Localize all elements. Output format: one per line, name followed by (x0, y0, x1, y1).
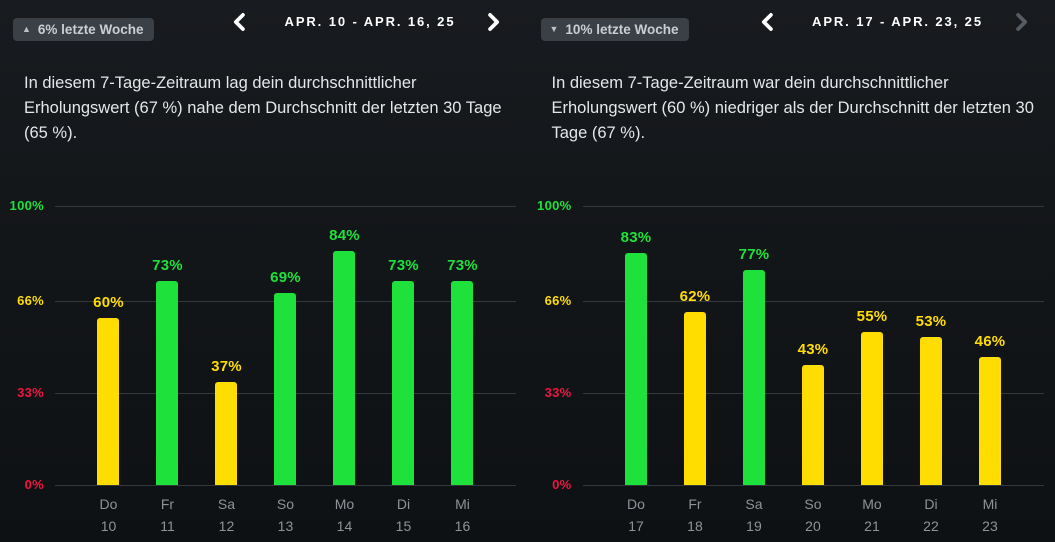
trend-badge-label: 10% letzte Woche (565, 22, 679, 37)
bar-value-label: 53% (915, 313, 947, 331)
y-axis-label-33: 33% (544, 384, 572, 400)
bar-So-13[interactable]: 69% So 13 (256, 206, 315, 535)
bar-fill (97, 317, 120, 485)
trend-down-icon: ▼ (549, 24, 559, 34)
bar-value-label: 73% (152, 257, 183, 275)
x-axis-label-Sa-12: Sa 12 (217, 496, 236, 534)
bar-Do-17[interactable]: 83% Do 17 (607, 206, 666, 534)
bar-value-label: 73% (388, 257, 419, 275)
trend-badge: ▼ 10% letzte Woche (540, 18, 690, 41)
week-panel-apr17-23: ▼ 10% letzte Woche APR. 17 - APR. 23, 25… (528, 0, 1055, 542)
bar-value-label: 60% (93, 293, 124, 311)
bar-fill (215, 381, 238, 485)
chevron-left-icon (233, 13, 245, 31)
trend-up-icon: ▲ (22, 24, 31, 34)
bar-fill (860, 331, 883, 485)
gridline-66 (582, 300, 1044, 302)
y-axis-label-66: 66% (544, 292, 572, 308)
chevron-right-icon (1015, 13, 1027, 31)
bar-fill (742, 270, 765, 485)
bar-So-20[interactable]: 43% So 20 (783, 206, 842, 534)
bar-value-label: 55% (856, 307, 888, 325)
x-axis-label-Di-15: Di 15 (395, 496, 412, 534)
bar-fill (801, 365, 824, 485)
next-week-button (1009, 8, 1037, 36)
x-axis-label-Fr-18: Fr 18 (687, 496, 703, 534)
bar-value-label: 73% (447, 257, 478, 275)
gridline-100 (582, 206, 1044, 207)
recovery-bar-chart-week2: 100% 66% 33% 0% 83% Do 17 62% Fr 18 77% Sa 19 43% So 20… (537, 198, 1044, 534)
x-axis-label-Di-22: Di 22 (923, 496, 939, 534)
recovery-summary-text: In diesem 7-Tage-Zeitraum war dein durch… (551, 74, 1034, 142)
bar-Sa-12[interactable]: 37% Sa 12 (197, 206, 256, 534)
y-axis-label-100: 100% (9, 198, 44, 213)
bar-Fr-11[interactable]: 73% Fr 11 (138, 206, 197, 534)
trend-badge: ▲ 6% letzte Woche (13, 18, 155, 41)
bar-value-label: 62% (679, 288, 711, 306)
x-axis-label-Do-17: Do 17 (627, 496, 645, 534)
bar-Do-10[interactable]: 60% Do 10 (79, 206, 138, 534)
bar-fill (156, 281, 179, 485)
bar-Mi-16[interactable]: 73% Mi 16 (433, 206, 492, 534)
y-axis-label-100: 100% (537, 198, 572, 213)
date-range-label: APR. 17 - APR. 23, 25 (812, 14, 983, 29)
x-axis-label-Fr-11: Fr 11 (160, 496, 175, 534)
prev-week-button[interactable] (228, 8, 256, 36)
x-axis-label-So-20: So 20 (804, 496, 822, 534)
bar-value-label: 77% (738, 246, 770, 264)
y-axis-label-0: 0% (552, 477, 572, 492)
bar-fill (274, 292, 297, 485)
date-range-label: APR. 10 - APR. 16, 25 (284, 14, 456, 29)
bar-value-label: 46% (974, 332, 1006, 350)
x-axis-label-Sa-19: Sa 19 (745, 496, 763, 534)
bar-Mo-21[interactable]: 55% Mo 21 (842, 206, 901, 534)
bars-area: 60% Do 10 73% Fr 11 37% Sa 12 69% So 13 84% Mo 14 73% Di… (79, 206, 492, 535)
chevron-right-icon (488, 13, 500, 31)
week-panel-apr10-16: ▲ 6% letzte Woche APR. 10 - APR. 16, 25 … (9, 8, 516, 535)
recovery-summary-text: In diesem 7-Tage-Zeitraum lag dein durch… (24, 74, 502, 142)
gridline-0 (55, 485, 516, 486)
x-axis-label-So-13: So 13 (276, 496, 295, 534)
bar-Fr-18[interactable]: 62% Fr 18 (665, 206, 724, 534)
trend-badge-label: 6% letzte Woche (37, 22, 144, 37)
bar-fill (624, 253, 647, 485)
x-axis-label-Mo-21: Mo 21 (862, 496, 882, 534)
bar-Sa-19[interactable]: 77% Sa 19 (724, 206, 783, 534)
gridline-100 (55, 206, 516, 207)
bar-fill (451, 281, 474, 485)
x-axis-label-Do-10: Do 10 (99, 496, 118, 534)
x-axis-label-Mi-23: Mi 23 (982, 496, 998, 534)
prev-week-button[interactable] (756, 8, 784, 36)
y-axis-label-0: 0% (24, 477, 44, 492)
bar-value-label: 84% (329, 226, 360, 244)
bars-area: 83% Do 17 62% Fr 18 77% Sa 19 43% So 20 55% Mo 21 53% Di… (607, 206, 1020, 534)
bar-Mo-14[interactable]: 84% Mo 14 (315, 206, 374, 534)
chevron-left-icon (761, 13, 773, 31)
bar-Di-22[interactable]: 53% Di 22 (901, 206, 960, 534)
y-axis-label-66: 66% (17, 292, 44, 308)
bar-Di-15[interactable]: 73% Di 15 (374, 206, 433, 534)
x-axis-label-Mo-14: Mo 14 (334, 496, 355, 534)
bar-value-label: 37% (211, 357, 242, 375)
recovery-bar-chart-week1: 100% 66% 33% 0% 60% Do 10 73% Fr 11 37% Sa 12 69% So 13… (10, 198, 516, 535)
bar-fill (392, 281, 415, 485)
bar-fill (919, 337, 942, 485)
bar-fill (683, 312, 706, 485)
bar-value-label: 69% (270, 268, 301, 286)
bar-value-label: 83% (620, 229, 652, 247)
bar-value-label: 43% (797, 341, 829, 359)
next-week-button[interactable] (481, 8, 509, 36)
y-axis-label-33: 33% (17, 384, 44, 400)
gridline-0 (582, 485, 1044, 486)
bar-fill (978, 356, 1001, 485)
x-axis-label-Mi-16: Mi 16 (454, 496, 471, 534)
bar-fill (333, 250, 356, 485)
bar-Mi-23[interactable]: 46% Mi 23 (960, 206, 1019, 534)
